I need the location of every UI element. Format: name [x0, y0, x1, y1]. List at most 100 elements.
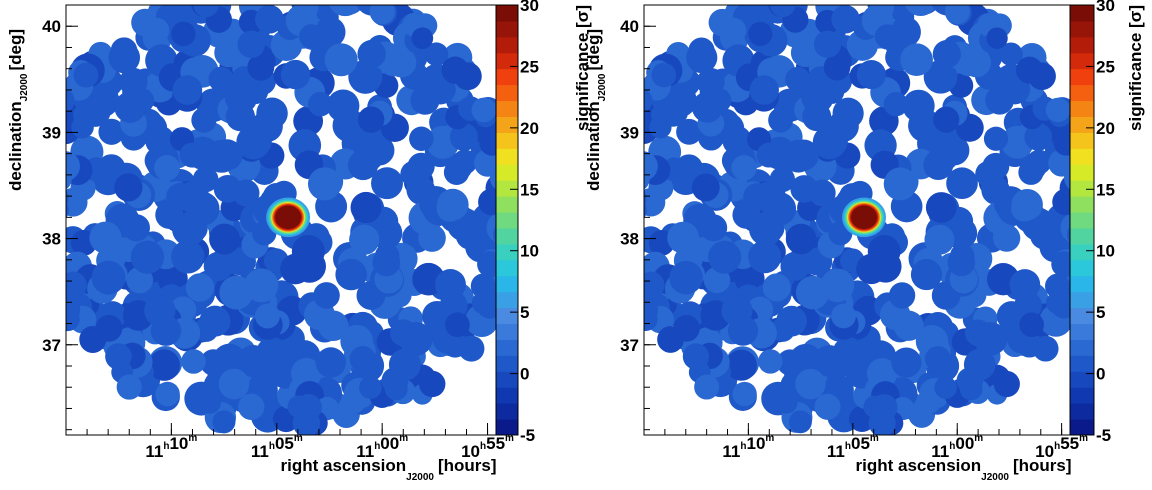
map-cell	[244, 268, 279, 303]
map-cell	[79, 325, 107, 353]
map-cell	[105, 343, 132, 370]
map-cell	[888, 282, 916, 309]
x-tick-label: 10h55m	[1035, 433, 1088, 461]
colorbar-segment	[1070, 371, 1094, 388]
map-cell	[748, 240, 782, 274]
colorbar-segment	[496, 387, 518, 404]
map-cell	[731, 154, 757, 181]
map-cell	[172, 75, 203, 105]
map-cell	[831, 303, 856, 329]
map-cell	[774, 391, 798, 414]
colorbar-segment	[496, 52, 518, 70]
map-cell	[214, 38, 244, 68]
map-cell	[644, 89, 653, 113]
colorbar-segment	[496, 100, 518, 117]
y-tick-label: 37	[620, 336, 639, 355]
map-cell	[193, 5, 219, 18]
map-cell	[108, 41, 141, 74]
map-cell	[1019, 312, 1044, 338]
y-axis-label: declinationJ2000[deg]	[584, 29, 608, 191]
map-cell	[667, 221, 700, 254]
map-cell	[676, 118, 703, 145]
map-cell	[471, 291, 495, 314]
map-cell	[349, 346, 376, 373]
map-cell	[357, 106, 385, 133]
map-cell	[208, 66, 234, 93]
x-tick-label: 11h10m	[145, 433, 197, 461]
colorbar-segment	[496, 275, 518, 293]
map-cell	[644, 168, 650, 190]
map-cell	[691, 173, 720, 202]
colorbar-segment	[1070, 403, 1094, 420]
y-tick-label: 39	[42, 123, 61, 142]
map-cell	[247, 53, 275, 81]
y-axis-label: declinationJ2000[deg]	[6, 29, 30, 191]
map-cell	[831, 5, 860, 34]
colorbar-segment	[496, 116, 518, 133]
colorbar-tick-label: -5	[520, 426, 535, 445]
colorbar-segment	[496, 5, 518, 22]
map-cell	[218, 368, 250, 400]
map-cell	[944, 5, 970, 25]
colorbar-segment	[496, 20, 518, 38]
colorbar-segment	[1070, 164, 1094, 181]
map-cell	[372, 248, 401, 277]
map-cell	[209, 223, 240, 255]
map-cell	[237, 123, 272, 158]
map-cell	[148, 349, 180, 381]
y-tick-label: 38	[620, 230, 639, 249]
map-cell	[436, 195, 464, 222]
map-cell	[883, 167, 917, 201]
map-cell	[66, 88, 75, 113]
colorbar-segment	[1070, 227, 1094, 245]
source-hotspot	[851, 205, 878, 230]
colorbar-tick-label: 25	[520, 57, 539, 76]
colorbar-segment	[1070, 291, 1094, 309]
map-cell	[350, 191, 382, 224]
panel-2: 11h10m 11h05m 11h00m 10h55m 37 38 39 40 right as…	[584, 0, 1145, 483]
colorbar-segment	[1070, 180, 1094, 197]
colorbar-segment	[496, 84, 518, 102]
map-cell	[788, 343, 823, 378]
map-cell	[308, 91, 333, 117]
map-cell	[756, 142, 782, 168]
map-cell	[758, 349, 783, 374]
map-cell	[312, 25, 338, 51]
map-cell	[98, 118, 125, 145]
colorbar-segment	[496, 371, 518, 388]
colorbar-segment	[496, 243, 518, 261]
map-cell	[1067, 226, 1070, 243]
map-cell	[329, 5, 362, 17]
map-cell	[114, 173, 143, 202]
map-cell	[720, 17, 747, 44]
map-cell	[324, 43, 358, 77]
x-tick-label: 11h00m	[356, 433, 408, 461]
map-cell	[181, 349, 206, 374]
map-cell	[1022, 155, 1047, 180]
map-cell	[254, 303, 280, 329]
map-cell	[116, 374, 142, 400]
map-cell	[212, 410, 236, 434]
map-cell	[199, 305, 231, 337]
map-cell	[776, 305, 807, 337]
map-cell	[964, 319, 992, 347]
colorbar-segment	[1070, 148, 1094, 165]
map-cell	[171, 21, 196, 47]
map-cell	[1063, 167, 1070, 190]
colorbar: -5 0 5 10 15 20 25 30 significance [σ]	[1069, 0, 1145, 445]
colorbar-segment	[1070, 132, 1094, 149]
colorbar-segment	[496, 132, 518, 149]
map-cell	[694, 374, 720, 400]
map-cell	[768, 107, 793, 133]
colorbar-frame	[1069, 4, 1095, 436]
map-cell	[928, 141, 959, 172]
map-cell	[1053, 130, 1070, 156]
colorbar-segment	[1070, 355, 1094, 372]
map-cell	[1052, 188, 1070, 216]
map-cell	[447, 155, 473, 180]
map-cell	[66, 271, 87, 299]
map-cell	[986, 27, 1008, 49]
map-cell	[762, 273, 791, 302]
map-cell	[996, 301, 1027, 331]
map-cell	[409, 126, 434, 151]
